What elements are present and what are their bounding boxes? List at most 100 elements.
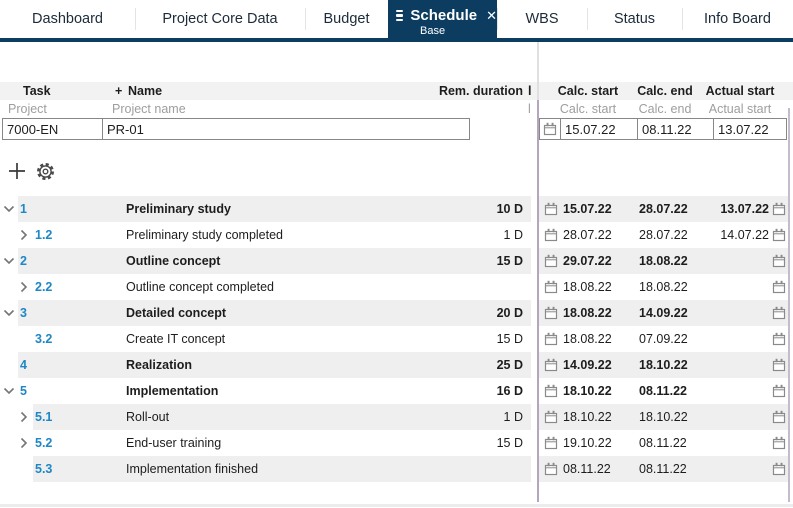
tab-schedule[interactable]: Schedule ✕ Base [388,0,497,42]
calendar-icon[interactable] [544,332,561,346]
calc-start-cell[interactable]: 08.11.22 [563,462,611,476]
insert-column-icon[interactable]: + [115,84,123,98]
rem-duration-cell[interactable]: 15 D [496,254,523,268]
task-name[interactable]: Preliminary study [126,202,231,216]
calc-start-cell[interactable]: 18.08.22 [563,332,612,346]
calendar-icon[interactable] [772,384,788,398]
calc-end-cell[interactable]: 18.08.22 [639,280,688,294]
calendar-icon[interactable] [544,306,561,320]
chevron-down-icon[interactable] [0,196,18,222]
calc-end-cell[interactable]: 08.11.22 [639,462,687,476]
calendar-icon[interactable] [544,358,561,372]
task-name[interactable]: Realization [126,358,192,372]
calc-start-cell[interactable]: 28.07.22 [563,228,612,242]
calc-start-cell[interactable]: 29.07.22 [563,254,612,268]
task-number[interactable]: 5.1 [35,410,53,424]
task-number[interactable]: 3.2 [35,332,53,346]
task-name[interactable]: End-user training [126,436,222,450]
task-row-1.2[interactable]: 1.2 Preliminary study completed 1 D 28.07.2… [0,222,793,248]
calc-start-cell[interactable]: 18.08.22 [563,306,612,320]
task-row-4[interactable]: 4 Realization 25 D 14.09.22 18.10.22 [0,352,793,378]
chevron-right-icon[interactable] [0,274,33,300]
chevron-down-icon[interactable] [0,378,18,404]
chevron-right-icon[interactable] [0,222,33,248]
calendar-icon[interactable] [772,306,788,320]
actual-start-cell[interactable]: 13.07.22 [720,202,769,216]
task-name[interactable]: Outline concept [126,254,221,268]
chevron-right-icon[interactable] [0,404,33,430]
calendar-icon[interactable] [544,410,561,424]
tab-status[interactable]: Status [587,0,682,38]
task-row-2[interactable]: 2 Outline concept 15 D 29.07.22 18.08.22 [0,248,793,274]
task-name[interactable]: Detailed concept [126,306,227,320]
calendar-icon[interactable] [772,228,788,242]
tab-dashboard[interactable]: Dashboard [0,0,135,38]
calendar-icon[interactable] [772,410,788,424]
calendar-icon[interactable] [544,280,561,294]
calc-end-cell[interactable]: 28.07.22 [639,228,688,242]
tab-budget[interactable]: Budget [305,0,388,38]
task-name[interactable]: Roll-out [126,410,170,424]
calc-end-cell[interactable]: 18.10.22 [639,410,688,424]
task-row-5.3[interactable]: 5.3 Implementation finished 08.11.22 08.11.… [0,456,793,482]
project-name-field[interactable]: PR-01 [102,119,469,139]
calc-end-cell[interactable]: 07.09.22 [639,332,688,346]
calendar-icon[interactable] [544,436,561,450]
task-name[interactable]: Outline concept completed [126,280,275,294]
close-tab-icon[interactable]: ✕ [486,8,497,23]
project-id-field[interactable]: 7000-EN [7,121,59,137]
add-task-icon[interactable] [7,161,27,181]
calendar-icon[interactable] [544,254,561,268]
calendar-icon[interactable] [772,202,788,216]
task-number[interactable]: 1.2 [35,228,53,242]
calc-start-cell[interactable]: 14.09.22 [563,358,612,372]
calendar-icon[interactable] [540,119,560,139]
calendar-icon[interactable] [772,254,788,268]
task-row-5.1[interactable]: 5.1 Roll-out 1 D 18.10.22 18.10.22 [0,404,793,430]
calc-end-cell[interactable]: 18.08.22 [639,254,688,268]
task-number[interactable]: 4 [20,358,27,372]
task-name[interactable]: Implementation [126,384,219,398]
rem-duration-cell[interactable]: 20 D [496,306,523,320]
bottom-scroll-track[interactable] [0,504,793,507]
calendar-icon[interactable] [772,358,788,372]
actual-start-cell[interactable]: 14.07.22 [720,228,769,242]
calendar-icon[interactable] [772,462,788,476]
rem-duration-cell[interactable]: 1 D [503,410,523,424]
task-row-2.2[interactable]: 2.2 Outline concept completed 18.08.22 18.0… [0,274,793,300]
task-number[interactable]: 3 [20,306,27,320]
rem-duration-cell[interactable]: 25 D [496,358,523,372]
calc-end-cell[interactable]: 08.11.22 [639,384,687,398]
gear-icon[interactable] [35,161,56,182]
calendar-icon[interactable] [544,384,561,398]
calendar-icon[interactable] [772,332,788,346]
task-row-5[interactable]: 5 Implementation 16 D 18.10.22 08.11.22 [0,378,793,404]
tab-project-core-data[interactable]: Project Core Data [135,0,305,38]
task-number[interactable]: 5 [20,384,27,398]
task-row-1[interactable]: 1 Preliminary study 10 D 15.07.22 28.07.22 13… [0,196,793,222]
task-number[interactable]: 1 [20,202,27,216]
task-number[interactable]: 5.3 [35,462,53,476]
calc-end-cell[interactable]: 28.07.22 [639,202,688,216]
task-number[interactable]: 5.2 [35,436,53,450]
rem-duration-cell[interactable]: 10 D [496,202,523,216]
rem-duration-cell[interactable]: 15 D [496,332,523,346]
task-row-5.2[interactable]: 5.2 End-user training 15 D 19.10.22 08.11.22 [0,430,793,456]
calendar-icon[interactable] [544,202,561,216]
calendar-icon[interactable] [772,280,788,294]
task-name[interactable]: Implementation finished [126,462,259,476]
chevron-down-icon[interactable] [0,248,18,274]
project-calc-start-field[interactable]: 15.07.22 [560,119,637,139]
task-row-3.2[interactable]: 3.2 Create IT concept 15 D 18.08.22 07.09.22 [0,326,793,352]
calc-start-cell[interactable]: 19.10.22 [563,436,612,450]
task-number[interactable]: 2.2 [35,280,53,294]
task-name[interactable]: Preliminary study completed [126,228,284,242]
rem-duration-cell[interactable]: 1 D [503,228,523,242]
calendar-icon[interactable] [544,462,561,476]
calc-start-cell[interactable]: 18.10.22 [563,410,612,424]
calc-start-cell[interactable]: 15.07.22 [563,202,612,216]
calc-start-cell[interactable]: 18.10.22 [563,384,612,398]
calendar-icon[interactable] [544,228,561,242]
tab-wbs[interactable]: WBS [497,0,587,38]
hamburger-menu-icon[interactable] [396,7,404,24]
